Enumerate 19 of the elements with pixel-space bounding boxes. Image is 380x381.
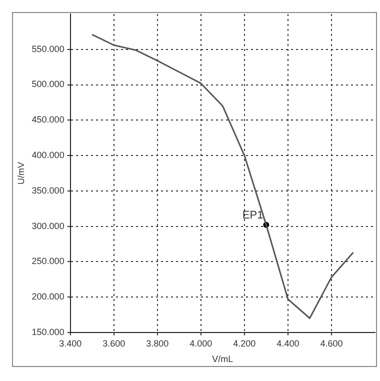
y-tick-label: 200.000	[32, 292, 64, 302]
x-tick-label: 4.200	[233, 338, 256, 348]
x-tick-label: 3.800	[146, 338, 169, 348]
x-tick-label: 4.600	[320, 338, 343, 348]
x-tick-label: 3.400	[59, 338, 82, 348]
y-tick-label: 550.000	[32, 44, 64, 54]
x-tick-label: 3.600	[102, 338, 126, 348]
y-tick-label: 150.000	[32, 326, 64, 337]
y-tick-label: 400.000	[32, 150, 64, 160]
annotation: EP1	[242, 209, 264, 222]
x-tick-label: 4.000	[190, 338, 212, 348]
y-tick-label: 250.000	[32, 256, 64, 266]
y-tick-label: 450.000	[32, 114, 64, 125]
y-tick-label: 500.000	[32, 79, 64, 90]
x-tick-label: 4.400	[276, 338, 300, 348]
y-axis-title: U/mV	[16, 162, 26, 184]
y-tick-label: 350.000	[32, 185, 64, 196]
x-axis-title: V/mL	[212, 354, 234, 364]
y-tick-label: 300.000	[32, 220, 64, 231]
